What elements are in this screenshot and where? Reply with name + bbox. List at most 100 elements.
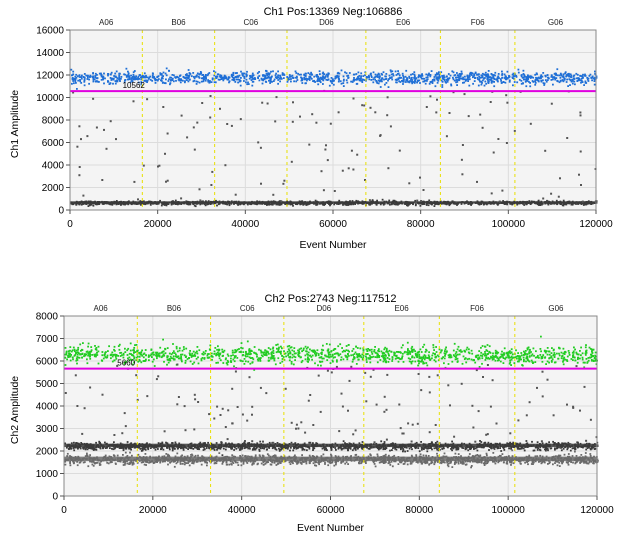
data-point bbox=[429, 75, 432, 78]
data-point bbox=[180, 353, 182, 356]
data-point bbox=[584, 203, 586, 205]
data-point bbox=[394, 70, 397, 73]
data-point bbox=[198, 188, 201, 191]
data-point bbox=[256, 355, 258, 358]
data-point bbox=[119, 352, 121, 354]
data-point bbox=[238, 202, 241, 205]
data-point bbox=[500, 356, 502, 358]
data-point bbox=[76, 88, 78, 90]
data-point bbox=[137, 78, 139, 81]
data-point bbox=[591, 349, 594, 351]
data-point bbox=[326, 159, 329, 162]
data-point bbox=[291, 74, 294, 77]
data-point bbox=[264, 75, 267, 78]
data-point bbox=[167, 355, 169, 358]
data-point bbox=[411, 350, 414, 353]
data-point bbox=[308, 79, 311, 81]
data-point bbox=[127, 347, 130, 350]
data-point bbox=[478, 356, 481, 359]
data-point bbox=[344, 354, 347, 357]
data-point bbox=[308, 76, 311, 78]
data-point bbox=[89, 350, 91, 353]
data-point bbox=[532, 362, 534, 364]
data-point bbox=[506, 354, 509, 357]
data-point bbox=[304, 354, 307, 357]
data-point bbox=[399, 358, 402, 360]
data-point bbox=[537, 200, 540, 202]
data-point bbox=[103, 128, 105, 131]
data-point bbox=[453, 342, 456, 345]
data-point bbox=[509, 442, 511, 444]
data-point bbox=[246, 74, 248, 77]
data-point bbox=[115, 203, 118, 206]
data-point bbox=[181, 349, 184, 352]
data-point bbox=[558, 446, 560, 449]
data-point bbox=[385, 82, 388, 84]
data-point bbox=[444, 348, 447, 351]
data-point bbox=[170, 79, 172, 82]
data-point bbox=[368, 357, 371, 360]
data-point bbox=[104, 77, 106, 80]
data-point bbox=[455, 358, 458, 360]
data-point bbox=[366, 353, 369, 355]
data-point bbox=[534, 356, 537, 359]
data-point bbox=[168, 78, 170, 81]
data-point bbox=[340, 69, 343, 72]
data-point bbox=[298, 73, 301, 76]
data-point bbox=[438, 71, 440, 74]
data-point bbox=[257, 141, 260, 144]
data-point bbox=[476, 354, 479, 357]
data-point bbox=[361, 104, 364, 107]
data-point bbox=[546, 199, 548, 202]
data-point bbox=[316, 80, 319, 83]
data-point bbox=[353, 356, 355, 358]
data-point bbox=[511, 353, 514, 356]
data-point bbox=[288, 359, 291, 362]
data-point bbox=[523, 204, 526, 206]
data-point bbox=[350, 80, 352, 83]
data-point bbox=[289, 351, 291, 354]
data-point bbox=[368, 354, 371, 357]
data-point bbox=[193, 76, 195, 78]
data-point bbox=[82, 194, 85, 197]
data-point bbox=[445, 81, 447, 84]
data-point bbox=[266, 74, 269, 77]
data-point bbox=[211, 170, 214, 173]
data-point bbox=[448, 204, 451, 207]
data-point bbox=[457, 74, 460, 77]
data-point bbox=[98, 440, 101, 443]
data-point bbox=[563, 356, 566, 359]
ch1-x-ticks: 0 20000 40000 60000 80000 100000 120000 bbox=[67, 210, 613, 230]
data-point bbox=[364, 71, 367, 74]
data-point bbox=[133, 202, 136, 205]
data-point bbox=[581, 81, 584, 83]
data-point bbox=[506, 203, 509, 206]
data-point bbox=[132, 73, 135, 76]
data-point bbox=[566, 359, 568, 361]
y-tick-label: 14000 bbox=[36, 48, 64, 59]
data-point bbox=[279, 362, 282, 364]
data-point bbox=[68, 352, 70, 355]
data-point bbox=[452, 78, 455, 81]
data-point bbox=[274, 74, 277, 77]
data-point bbox=[386, 202, 389, 205]
data-point bbox=[137, 360, 140, 363]
data-point bbox=[215, 77, 218, 79]
data-point bbox=[211, 447, 214, 450]
data-point bbox=[247, 203, 249, 206]
data-point bbox=[305, 77, 307, 80]
data-point bbox=[416, 353, 419, 356]
data-point bbox=[320, 202, 323, 205]
data-point bbox=[183, 202, 186, 205]
data-point bbox=[546, 360, 549, 363]
data-point bbox=[168, 358, 171, 360]
data-point bbox=[184, 362, 187, 364]
data-point bbox=[78, 174, 81, 177]
data-point bbox=[115, 356, 117, 358]
data-point bbox=[579, 114, 582, 117]
data-point bbox=[388, 74, 391, 77]
y-tick-label: 16000 bbox=[36, 26, 64, 37]
data-point bbox=[320, 170, 323, 173]
data-point bbox=[378, 76, 381, 79]
data-point bbox=[437, 202, 440, 205]
